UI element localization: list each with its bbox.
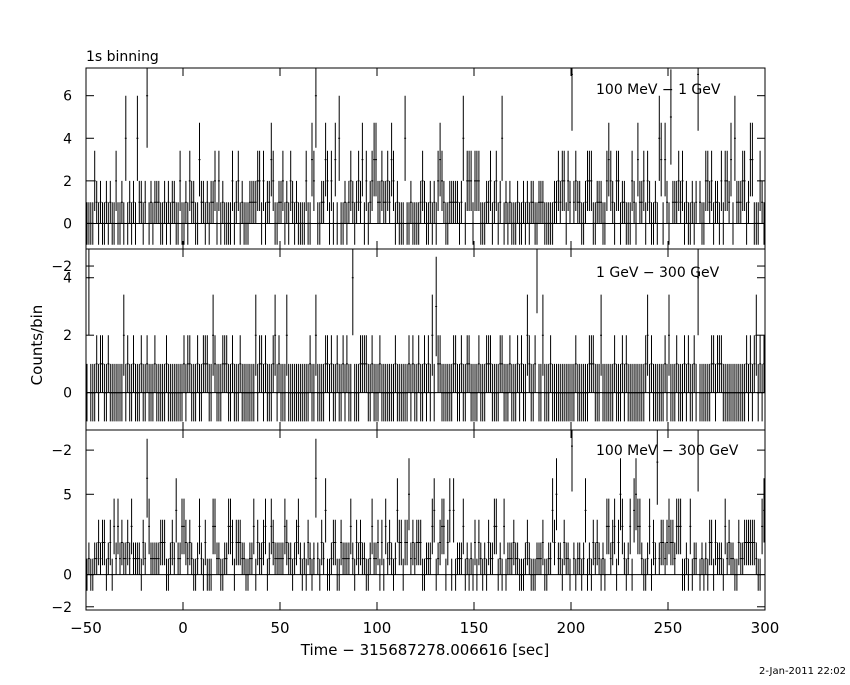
panel-label-1gev-300gev: 1 GeV − 300 GeV xyxy=(596,265,720,281)
panel-100mev-1gev: −2 0 2 4 6 xyxy=(51,67,766,275)
x-axis-label: Time − 315687278.006616 [sec] xyxy=(300,641,550,659)
y-tick-label: 0 xyxy=(63,216,72,232)
panel-100mev-300gev: −2 0 5 xyxy=(51,429,766,616)
x-tick-label: 50 xyxy=(270,619,289,637)
x-tick-label: 300 xyxy=(751,619,780,637)
x-tick-label: 250 xyxy=(654,619,683,637)
footer-timestamp: 2-Jan-2011 22:02 xyxy=(759,666,846,677)
panel-label-100mev-300gev: 100 MeV − 300 GeV xyxy=(596,443,739,459)
y-tick-label: 0 xyxy=(63,386,72,402)
panel-label-100mev-1gev: 100 MeV − 1 GeV xyxy=(596,82,721,98)
x-tick-label: 0 xyxy=(178,619,188,637)
y-tick-label: 4 xyxy=(63,271,72,287)
panel-1gev-300gev: −2 0 2 4 xyxy=(51,248,766,459)
x-tick-label: 100 xyxy=(363,619,392,637)
figure-title: 1s binning xyxy=(86,49,159,65)
y-tick-label: 5 xyxy=(63,487,72,503)
y-tick-label: −2 xyxy=(51,600,72,616)
x-tick-label: 150 xyxy=(460,619,489,637)
y-axis-label: Counts/bin xyxy=(28,305,46,386)
panel-frame xyxy=(85,429,766,611)
x-tick-label: 200 xyxy=(557,619,586,637)
y-tick-label: −2 xyxy=(51,259,72,275)
x-axis-tick-labels: −50 0 50 100 150 200 250 300 xyxy=(70,619,779,637)
y-tick-label: −2 xyxy=(51,443,72,459)
y-tick-label: 6 xyxy=(63,89,72,105)
y-tick-label: 0 xyxy=(63,568,72,584)
y-tick-label: 2 xyxy=(63,174,72,190)
y-tick-label: 2 xyxy=(63,328,72,344)
x-tick-label: −50 xyxy=(70,619,102,637)
y-tick-label: 4 xyxy=(63,131,72,147)
